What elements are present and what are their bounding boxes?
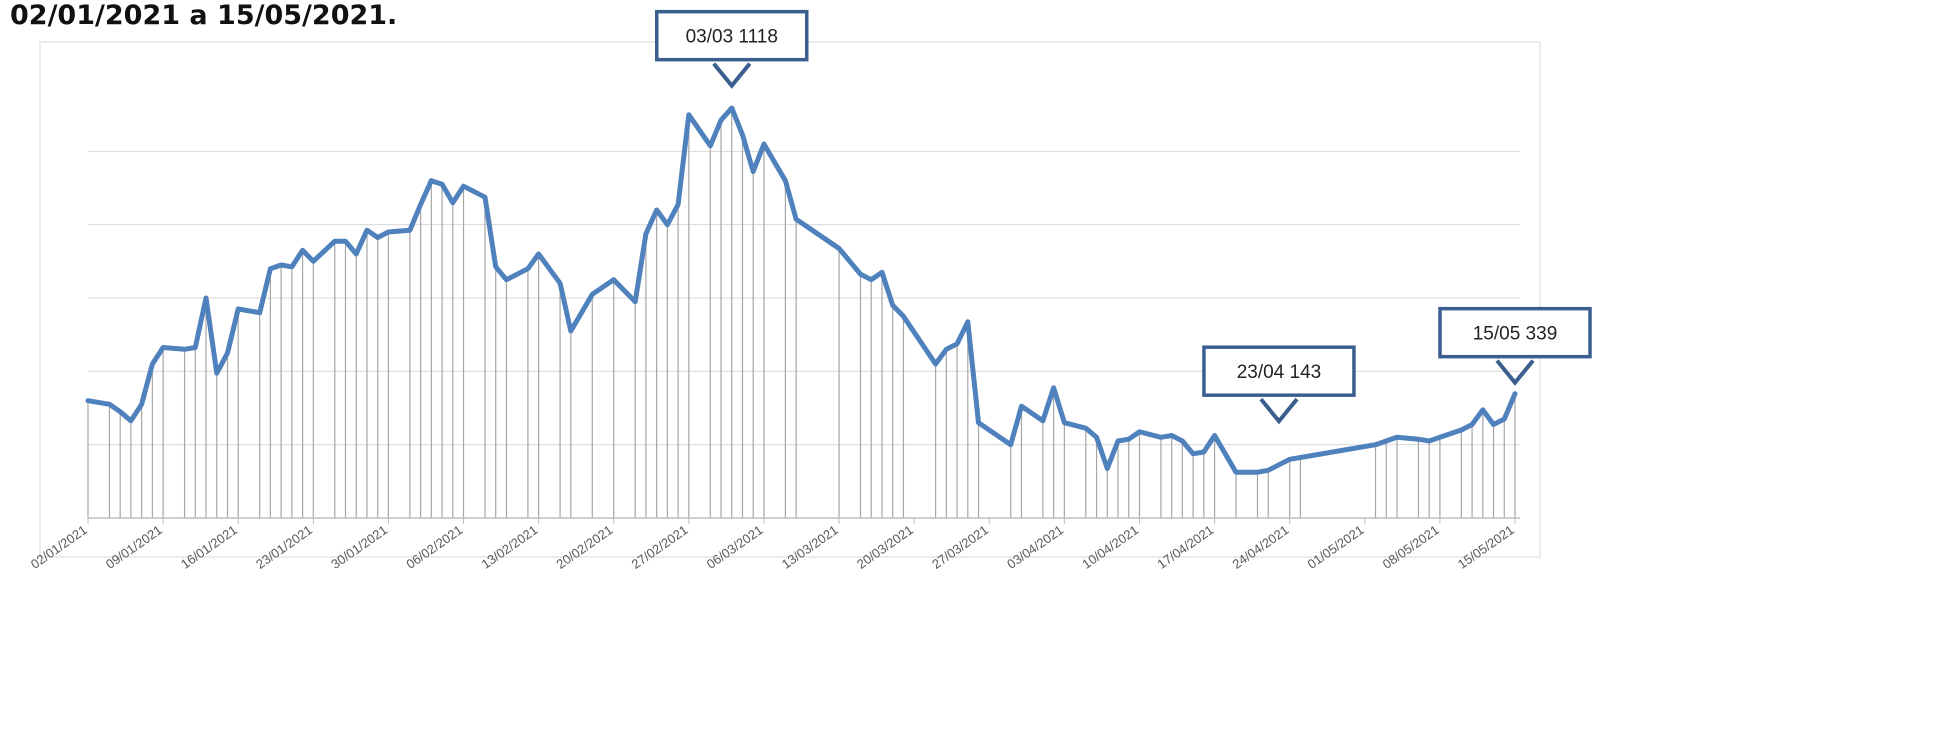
x-tick-label: 17/04/2021 <box>1154 522 1216 572</box>
callout-arrow <box>1495 359 1535 386</box>
x-tick-label: 23/01/2021 <box>253 522 315 572</box>
x-tick-label: 09/01/2021 <box>103 522 165 572</box>
x-axis-ticks <box>87 518 1516 524</box>
callout-box <box>1438 306 1592 359</box>
callout-arrow <box>1259 397 1299 425</box>
figure-caption: 02/01/2021 a 15/05/2021. <box>10 0 398 31</box>
callout-box <box>655 9 809 62</box>
x-tick-label: 08/05/2021 <box>1380 522 1442 572</box>
x-axis-tick-labels: 02/01/2021 09/01/2021 16/01/2021 23/01/2021… <box>28 522 1517 572</box>
x-tick-label: 27/02/2021 <box>629 522 691 572</box>
x-tick-label: 27/03/2021 <box>929 522 991 572</box>
x-tick-label: 30/01/2021 <box>328 522 390 572</box>
x-tick-label: 06/03/2021 <box>704 522 766 572</box>
callouts: 03/03 1118 23/04 143 15/05 339 <box>655 9 1592 425</box>
callout: 03/03 1118 <box>655 9 809 89</box>
callout-label: 23/04 143 <box>1237 362 1322 383</box>
x-tick-label: 24/04/2021 <box>1229 522 1291 572</box>
callout-arrow <box>712 62 752 89</box>
callout-box <box>1202 345 1356 397</box>
x-tick-label: 06/02/2021 <box>403 522 465 572</box>
x-tick-label: 10/04/2021 <box>1079 522 1141 572</box>
x-tick-label: 01/05/2021 <box>1305 522 1367 572</box>
callout-label: 15/05 339 <box>1473 324 1558 345</box>
drop-lines <box>87 108 1516 518</box>
x-tick-label: 20/02/2021 <box>554 522 616 572</box>
x-tick-label: 15/05/2021 <box>1455 522 1517 572</box>
series-lines <box>85 105 1518 475</box>
x-tick-label: 03/04/2021 <box>1004 522 1066 572</box>
x-tick-label: 16/01/2021 <box>178 522 240 572</box>
callout: 23/04 143 <box>1202 345 1356 425</box>
callout-label: 03/03 1118 <box>686 27 778 48</box>
x-tick-label: 13/03/2021 <box>779 522 841 572</box>
x-tick-label: 20/03/2021 <box>854 522 916 572</box>
x-tick-label: 02/01/2021 <box>28 522 90 572</box>
callout: 15/05 339 <box>1438 306 1592 386</box>
series-line <box>85 105 1518 475</box>
x-tick-label: 13/02/2021 <box>478 522 540 572</box>
